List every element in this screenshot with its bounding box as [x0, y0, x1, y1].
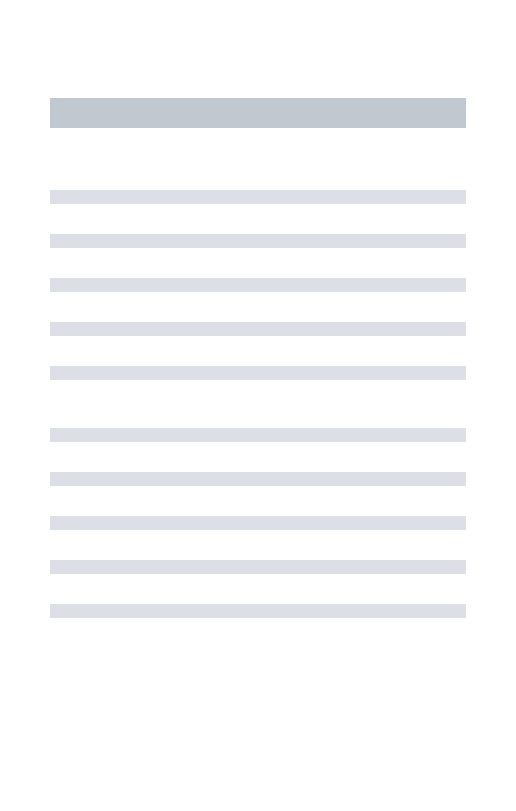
skeleton-line [50, 234, 466, 248]
skeleton-line [50, 190, 466, 204]
skeleton-line [50, 322, 466, 336]
skeleton-line [50, 472, 466, 486]
skeleton-line [50, 366, 466, 380]
skeleton-line [50, 278, 466, 292]
skeleton-line [50, 516, 466, 530]
skeleton-title-bar [50, 98, 466, 128]
skeleton-line [50, 428, 466, 442]
skeleton-line [50, 560, 466, 574]
skeleton-line [50, 604, 466, 618]
skeleton-section-2 [50, 428, 466, 618]
skeleton-section-1 [50, 190, 466, 380]
skeleton-container [0, 98, 516, 618]
